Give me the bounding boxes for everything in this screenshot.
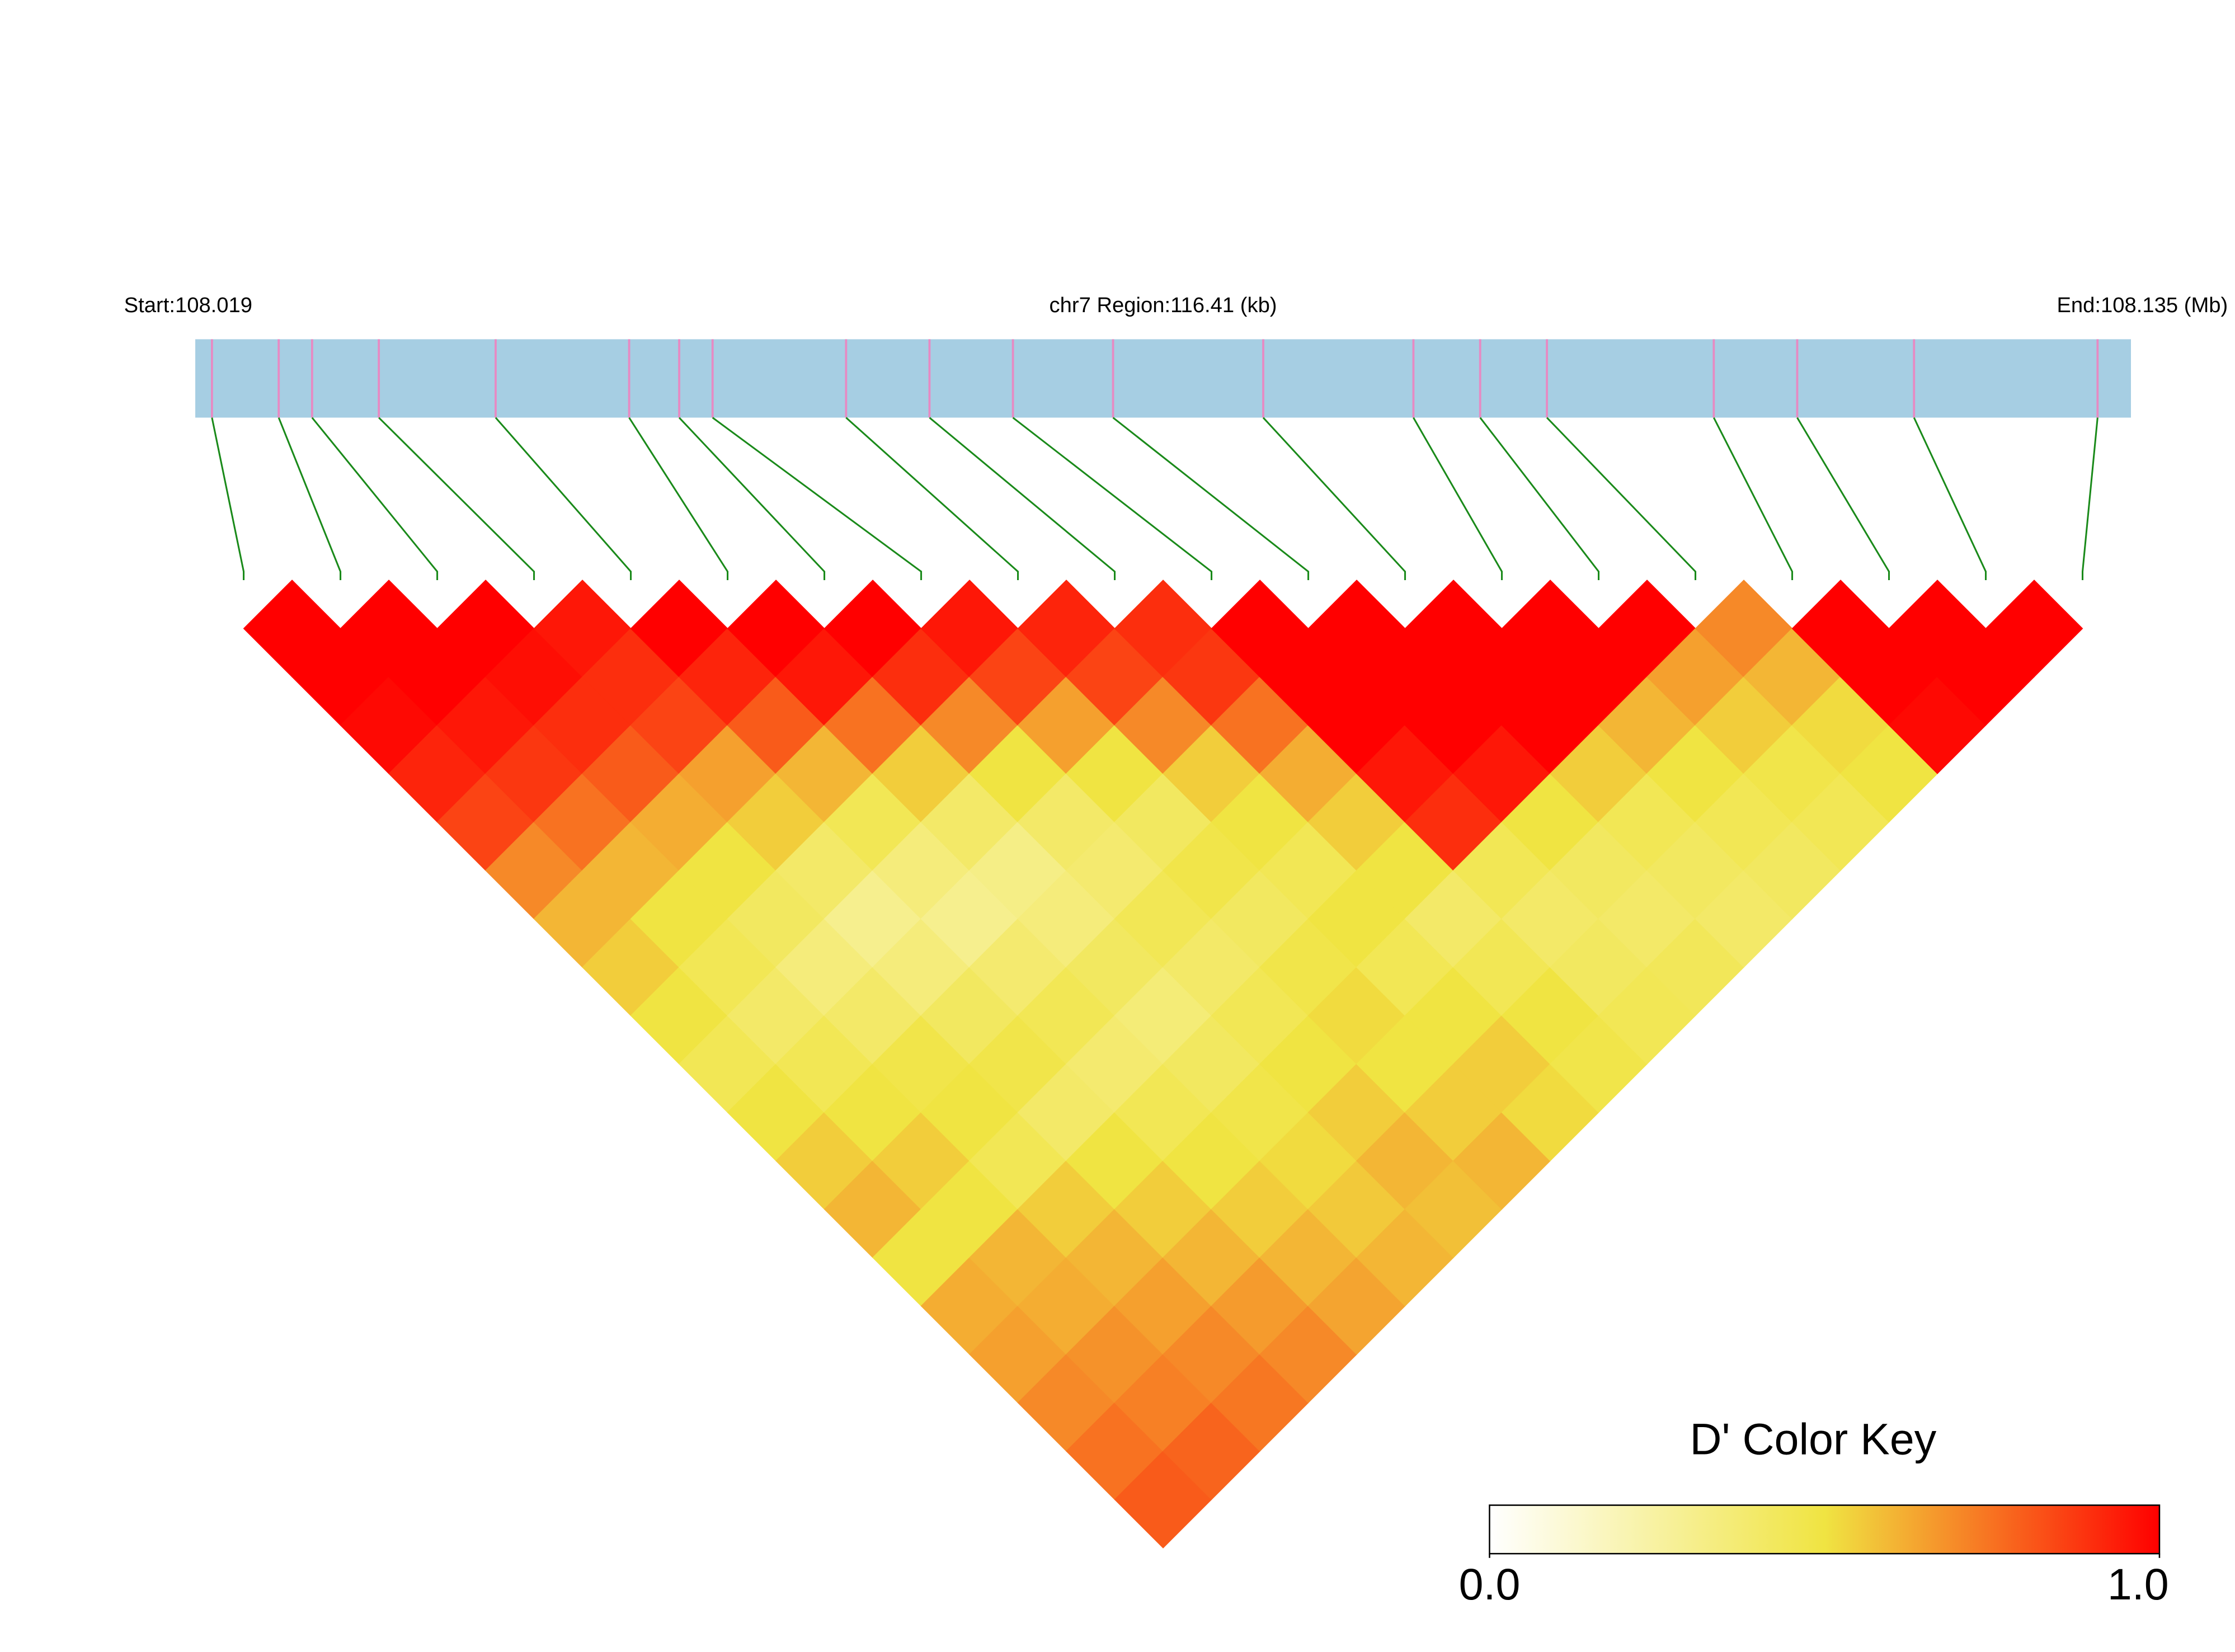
snp-link	[311, 417, 439, 580]
start-label: Start:108.019	[124, 293, 252, 317]
legend-title: D' Color Key	[1690, 1414, 1936, 1463]
snp-link	[1413, 417, 1503, 580]
snp-link	[1012, 417, 1213, 580]
snp-link	[1546, 417, 1697, 580]
snp-link	[1712, 417, 1794, 580]
snp-link	[712, 417, 923, 580]
snp-link	[495, 417, 632, 580]
snp-link	[1796, 417, 1890, 580]
snp-link	[628, 417, 729, 580]
snp-link	[1913, 417, 1987, 580]
snp-link	[1262, 417, 1406, 580]
key-tick-label: 1.0	[2107, 1560, 2169, 1609]
color-key	[1489, 1504, 2161, 1555]
snp-link	[211, 417, 245, 580]
snp-link	[378, 417, 535, 580]
region-label: chr7 Region:116.41 (kb)	[1050, 293, 1277, 317]
snp-link	[277, 417, 342, 580]
snp-link	[929, 417, 1116, 580]
snp-link	[2081, 417, 2098, 580]
snp-link	[1479, 417, 1600, 580]
snp-track	[195, 339, 2132, 418]
key-tick-label: 0.0	[1459, 1560, 1521, 1609]
snp-link	[845, 417, 1019, 580]
ld-cell	[1985, 580, 2083, 677]
end-label: End:108.135 (Mb)	[2057, 293, 2228, 317]
snp-link	[678, 417, 826, 580]
snp-link	[1112, 417, 1310, 580]
